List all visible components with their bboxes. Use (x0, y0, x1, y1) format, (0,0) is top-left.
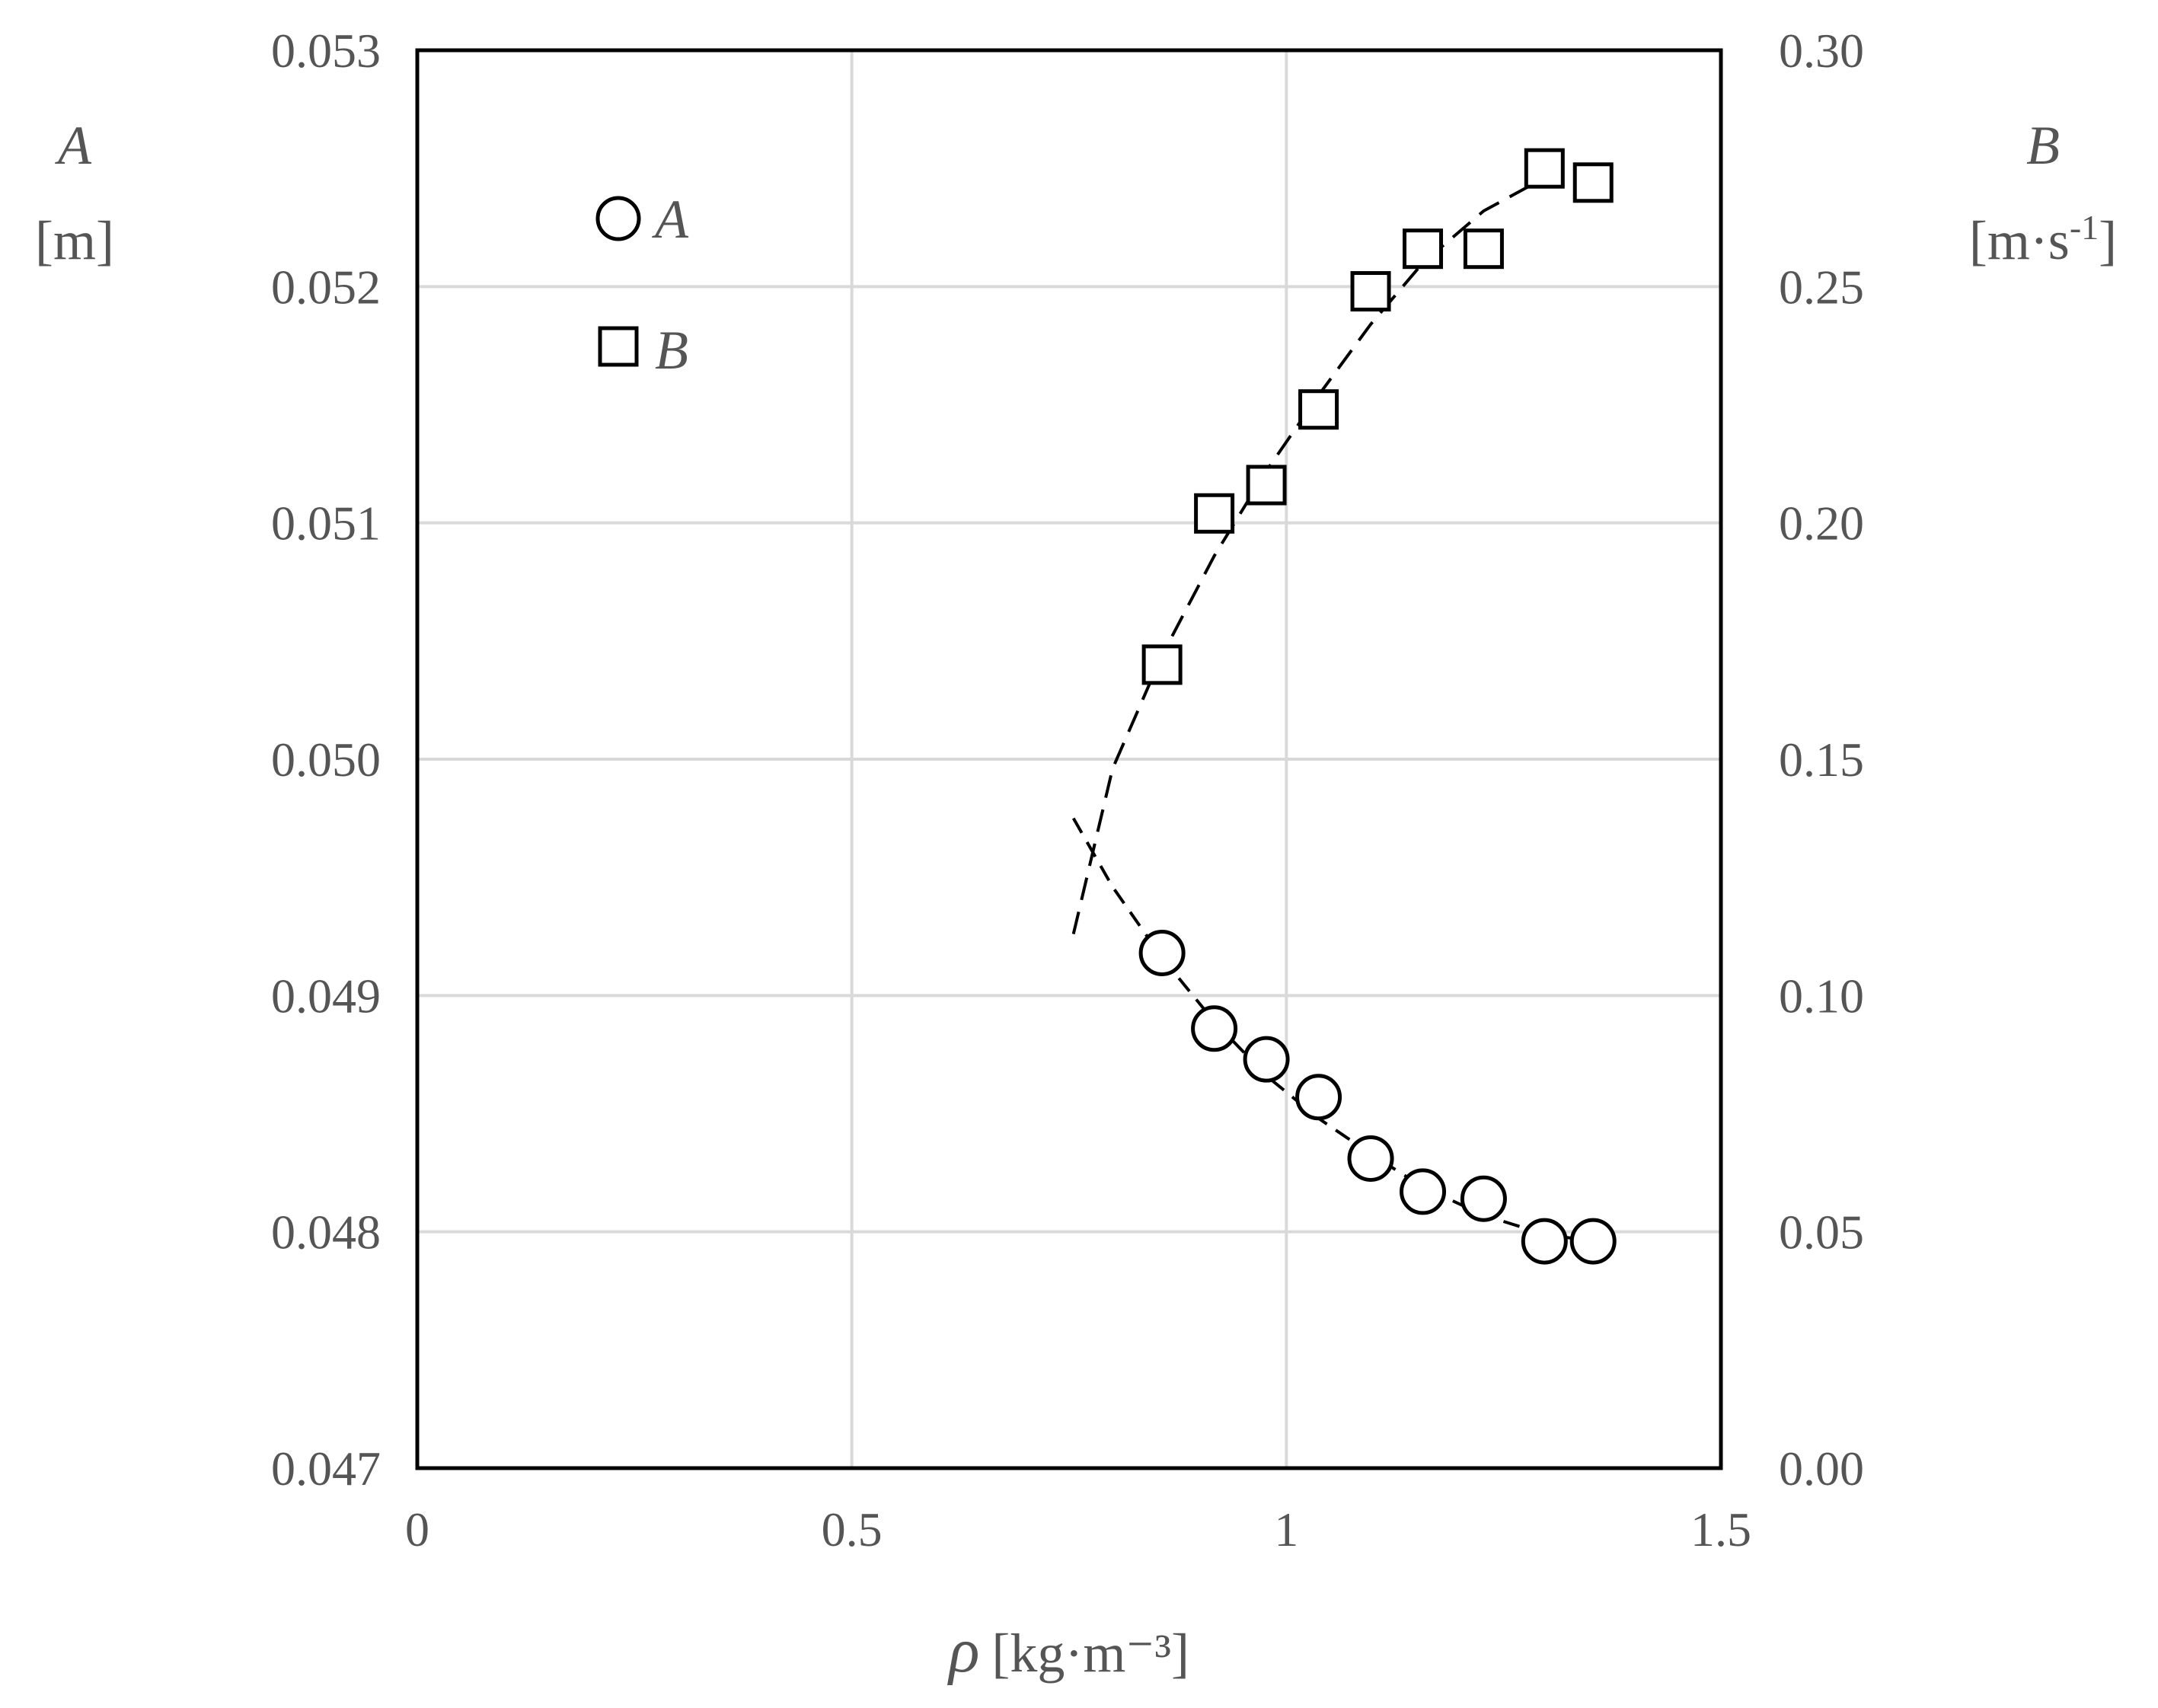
point-b (1246, 465, 1287, 506)
x-axis-title: ρ [kg·m⁻³] (947, 1615, 1189, 1686)
right-axis-units-superscript: -1 (2070, 208, 2099, 247)
point-a (1191, 1005, 1238, 1052)
left-tick-label: 0.052 (271, 260, 381, 314)
right-tick-label: 0.30 (1779, 24, 1864, 78)
x-tick-label: 0.5 (822, 1502, 883, 1556)
legend-circle-marker (595, 196, 641, 241)
right-tick-label: 0.05 (1779, 1205, 1864, 1259)
right-tick-label: 0.15 (1779, 733, 1864, 787)
point-b (1463, 228, 1504, 270)
point-a (1400, 1168, 1447, 1215)
left-tick-label: 0.049 (271, 969, 381, 1023)
point-b (1572, 162, 1614, 203)
point-a (1521, 1218, 1568, 1265)
fit-line-b (1071, 176, 1594, 935)
gridlines (417, 50, 1721, 1468)
point-b (1298, 389, 1339, 430)
point-a (1138, 929, 1186, 976)
point-b (1141, 644, 1183, 685)
x-tick-label: 1 (1274, 1502, 1298, 1556)
tick-labels: 0 0.5 1 1.5 0.047 0.048 0.049 0.050 0.051 0.052 0.… (271, 24, 1864, 1556)
x-axis-units: [kg·m⁻³] (991, 1623, 1189, 1684)
point-a (1460, 1175, 1507, 1222)
point-b (1350, 271, 1391, 312)
legend-square-marker (598, 326, 639, 367)
right-tick-label: 0.00 (1779, 1441, 1864, 1496)
point-a (1243, 1036, 1290, 1083)
legend-label-a: A (652, 189, 689, 250)
x-axis-symbol: ρ (947, 1615, 979, 1686)
plot-frame (415, 48, 1723, 1470)
legend-label-b: B (655, 320, 688, 381)
left-tick-label: 0.048 (271, 1205, 381, 1259)
point-b (1194, 493, 1235, 534)
data-markers (1138, 148, 1617, 1265)
left-tick-label: 0.050 (271, 733, 381, 787)
left-tick-label: 0.053 (271, 24, 381, 78)
legend: A B (595, 189, 689, 381)
point-a (1295, 1074, 1342, 1121)
right-tick-label: 0.10 (1779, 969, 1864, 1023)
right-axis-units-end: ] (2099, 210, 2117, 271)
point-a (1347, 1135, 1394, 1182)
x-tick-label: 1.5 (1690, 1502, 1751, 1556)
point-b (1403, 228, 1444, 270)
left-axis-symbol: A (55, 115, 92, 176)
point-a (1569, 1218, 1617, 1265)
right-tick-label: 0.20 (1779, 496, 1864, 551)
right-axis-units-main: [m·s (1969, 210, 2070, 271)
left-tick-label: 0.047 (271, 1441, 381, 1496)
right-axis-units: [m·s-1] (1969, 208, 2117, 271)
x-tick-label: 0 (405, 1502, 429, 1556)
right-tick-label: 0.25 (1779, 260, 1864, 314)
left-axis-units: [m] (35, 210, 114, 271)
point-b (1524, 148, 1565, 189)
fit-line-a (1071, 817, 1594, 1243)
right-axis-symbol: B (2026, 115, 2060, 176)
left-tick-label: 0.051 (271, 496, 381, 551)
